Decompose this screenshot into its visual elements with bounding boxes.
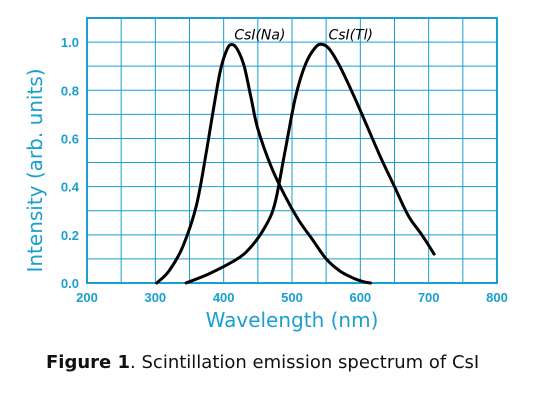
y-axis-title: Intensity (arb. units): [23, 68, 47, 272]
x-axis-title: Wavelength (nm): [206, 308, 379, 332]
x-tick-label: 600: [349, 290, 371, 305]
y-tick-label: 0.2: [61, 228, 79, 243]
x-tick-label: 700: [418, 290, 440, 305]
emission-spectrum-chart: 200 300 400 500 600 700 800 0.0 0.2 0.4 0.6 0.8 1.0…: [23, 17, 508, 332]
x-tick-label: 400: [213, 290, 235, 305]
figure-caption-number: Figure 1: [46, 352, 131, 373]
series-line-csi-tl: [184, 42, 436, 285]
y-tick-labels: 0.0 0.2 0.4 0.6 0.8 1.0: [61, 35, 80, 291]
figure-caption: Figure 1. Scintillation emission spectru…: [46, 352, 479, 373]
grid-lines: [86, 17, 498, 284]
x-tick-label: 500: [281, 290, 303, 305]
x-tick-label: 300: [144, 290, 166, 305]
x-tick-label: 800: [486, 290, 508, 305]
series-label-csi-tl: CsI(Tl): [328, 28, 373, 44]
y-tick-label: 0.4: [61, 180, 80, 195]
plot-frame: [86, 17, 498, 284]
y-tick-label: 1.0: [61, 35, 79, 50]
series-line-csi-na: [155, 43, 373, 285]
x-tick-label: 200: [76, 290, 98, 305]
series-layer: [155, 42, 436, 285]
y-tick-label: 0.0: [61, 276, 79, 291]
figure-caption-text: . Scintillation emission spectrum of CsI: [130, 352, 480, 373]
x-tick-labels: 200 300 400 500 600 700 800: [76, 290, 508, 305]
series-label-csi-na: CsI(Na): [234, 28, 285, 44]
y-tick-label: 0.8: [61, 83, 79, 98]
y-tick-label: 0.6: [61, 131, 79, 146]
